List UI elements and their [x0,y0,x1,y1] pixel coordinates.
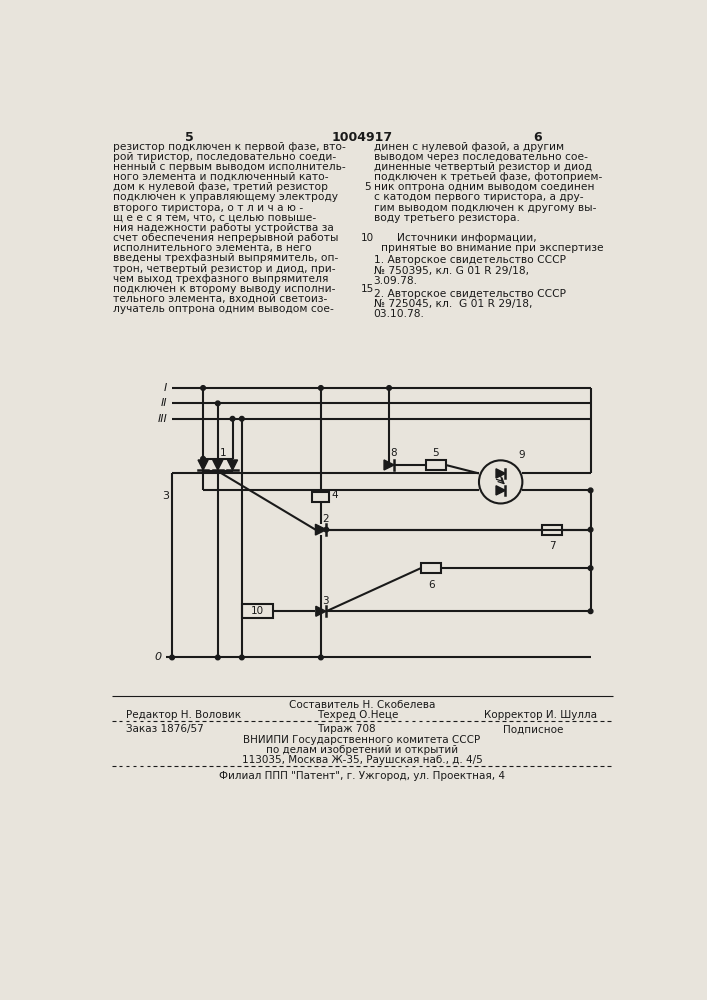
Circle shape [240,655,244,660]
Text: 9: 9 [518,450,525,460]
Text: 5: 5 [364,182,370,192]
Text: Подписное: Подписное [503,724,563,734]
Text: III: III [158,414,168,424]
Circle shape [201,456,206,461]
Text: 15: 15 [361,284,374,294]
Text: введены трехфазный выпрямитель, оп-: введены трехфазный выпрямитель, оп- [113,253,339,263]
Text: выводом через последовательно сое-: выводом через последовательно сое- [373,152,588,162]
Circle shape [319,655,323,660]
Polygon shape [315,524,327,535]
Text: № 725045, кл.  G 01 R 29/18,: № 725045, кл. G 01 R 29/18, [373,299,532,309]
Text: по делам изобретений и открытий: по делам изобретений и открытий [266,745,458,755]
Polygon shape [213,460,223,470]
Text: воду третьего резистора.: воду третьего резистора. [373,213,520,223]
Text: 0: 0 [154,652,161,662]
Text: I: I [164,383,168,393]
Text: тельного элемента, входной светоиз-: тельного элемента, входной светоиз- [113,294,327,304]
Text: 7: 7 [549,541,556,551]
Text: Редактор Н. Воловик: Редактор Н. Воловик [126,710,240,720]
Text: принятые во внимание при экспертизе: принятые во внимание при экспертизе [381,243,604,253]
Circle shape [588,488,593,493]
Text: Составитель Н. Скобелева: Составитель Н. Скобелева [288,700,435,710]
Text: 1004917: 1004917 [332,131,392,144]
Circle shape [588,609,593,614]
Text: подключен к третьей фазе, фотоприем-: подключен к третьей фазе, фотоприем- [373,172,602,182]
Text: 3: 3 [322,596,329,606]
Circle shape [170,655,175,660]
Text: рой тиристор, последовательно соеди-: рой тиристор, последовательно соеди- [113,152,337,162]
Bar [421,563,441,573]
Text: Филиал ППП "Патент", г. Ужгород, ул. Проектная, 4: Филиал ППП "Патент", г. Ужгород, ул. Про… [219,771,505,781]
Text: 1. Авторское свидетельство СССР: 1. Авторское свидетельство СССР [373,255,566,265]
Circle shape [240,416,244,421]
Text: Тираж 708: Тираж 708 [317,724,375,734]
Text: 6: 6 [428,580,434,590]
Text: второго тиристора, о т л и ч а ю -: второго тиристора, о т л и ч а ю - [113,203,303,213]
Text: 10: 10 [361,233,374,243]
Text: Источники информации,: Источники информации, [397,233,537,243]
Text: исполнительного элемента, в него: исполнительного элемента, в него [113,243,312,253]
Polygon shape [496,486,506,495]
Text: Корректор И. Шулла: Корректор И. Шулла [484,710,597,720]
Polygon shape [384,460,394,470]
Text: 3: 3 [162,491,169,501]
Text: 03.10.78.: 03.10.78. [373,309,424,319]
Text: ВНИИПИ Государственного комитета СССР: ВНИИПИ Государственного комитета СССР [243,735,481,745]
Text: счет обеспечения непрерывной работы: счет обеспечения непрерывной работы [113,233,339,243]
Circle shape [387,386,392,390]
Text: 4: 4 [332,490,339,500]
Text: Заказ 1876/57: Заказ 1876/57 [126,724,204,734]
Circle shape [216,655,220,660]
Text: лучатель оптрона одним выводом сое-: лучатель оптрона одним выводом сое- [113,304,334,314]
Circle shape [324,527,329,532]
Text: с катодом первого тиристора, а дру-: с катодом первого тиристора, а дру- [373,192,583,202]
Circle shape [216,401,220,406]
Bar [542,525,562,535]
Text: 5: 5 [185,131,194,144]
Text: ного элемента и подключенный като-: ного элемента и подключенный като- [113,172,329,182]
Text: трон, четвертый резистор и диод, при-: трон, четвертый резистор и диод, при- [113,264,336,274]
Circle shape [230,416,235,421]
Circle shape [201,386,206,390]
Text: 5: 5 [433,448,439,458]
Bar [312,492,329,502]
Polygon shape [228,460,238,470]
Text: дом к нулевой фазе, третий резистор: дом к нулевой фазе, третий резистор [113,182,328,192]
Circle shape [588,527,593,532]
Circle shape [588,566,593,570]
Bar [426,460,445,470]
Text: ник оптрона одним выводом соединен: ник оптрона одним выводом соединен [373,182,594,192]
Text: диненные четвертый резистор и диод: диненные четвертый резистор и диод [373,162,592,172]
Text: гим выводом подключен к другому вы-: гим выводом подключен к другому вы- [373,203,596,213]
Text: 2. Авторское свидетельство СССР: 2. Авторское свидетельство СССР [373,289,566,299]
Text: 10: 10 [251,606,264,616]
Circle shape [319,386,323,390]
Text: Техред О.Неце: Техред О.Неце [317,710,398,720]
Polygon shape [198,460,208,470]
Text: 3.09.78.: 3.09.78. [373,276,418,286]
Text: ненный с первым выводом исполнитель-: ненный с первым выводом исполнитель- [113,162,346,172]
Text: щ е е с я тем, что, с целью повыше-: щ е е с я тем, что, с целью повыше- [113,213,317,223]
Text: 6: 6 [534,131,542,144]
Text: № 750395, кл. G 01 R 29/18,: № 750395, кл. G 01 R 29/18, [373,266,529,276]
Polygon shape [316,606,326,616]
Polygon shape [496,469,506,478]
Text: подключен к второму выводу исполни-: подключен к второму выводу исполни- [113,284,336,294]
Text: динен с нулевой фазой, а другим: динен с нулевой фазой, а другим [373,142,563,152]
Text: резистор подключен к первой фазе, вто-: резистор подключен к первой фазе, вто- [113,142,346,152]
Text: чем выход трехфазного выпрямителя: чем выход трехфазного выпрямителя [113,274,329,284]
Text: 8: 8 [391,448,397,458]
Bar [242,604,273,618]
Text: 1: 1 [219,448,226,458]
Text: ния надежности работы устройства за: ния надежности работы устройства за [113,223,334,233]
Text: 113035, Москва Ж-35, Раушская наб., д. 4/5: 113035, Москва Ж-35, Раушская наб., д. 4… [242,755,482,765]
Text: II: II [161,398,168,408]
Text: 2: 2 [322,514,329,524]
Text: подключен к управляющему электроду: подключен к управляющему электроду [113,192,338,202]
